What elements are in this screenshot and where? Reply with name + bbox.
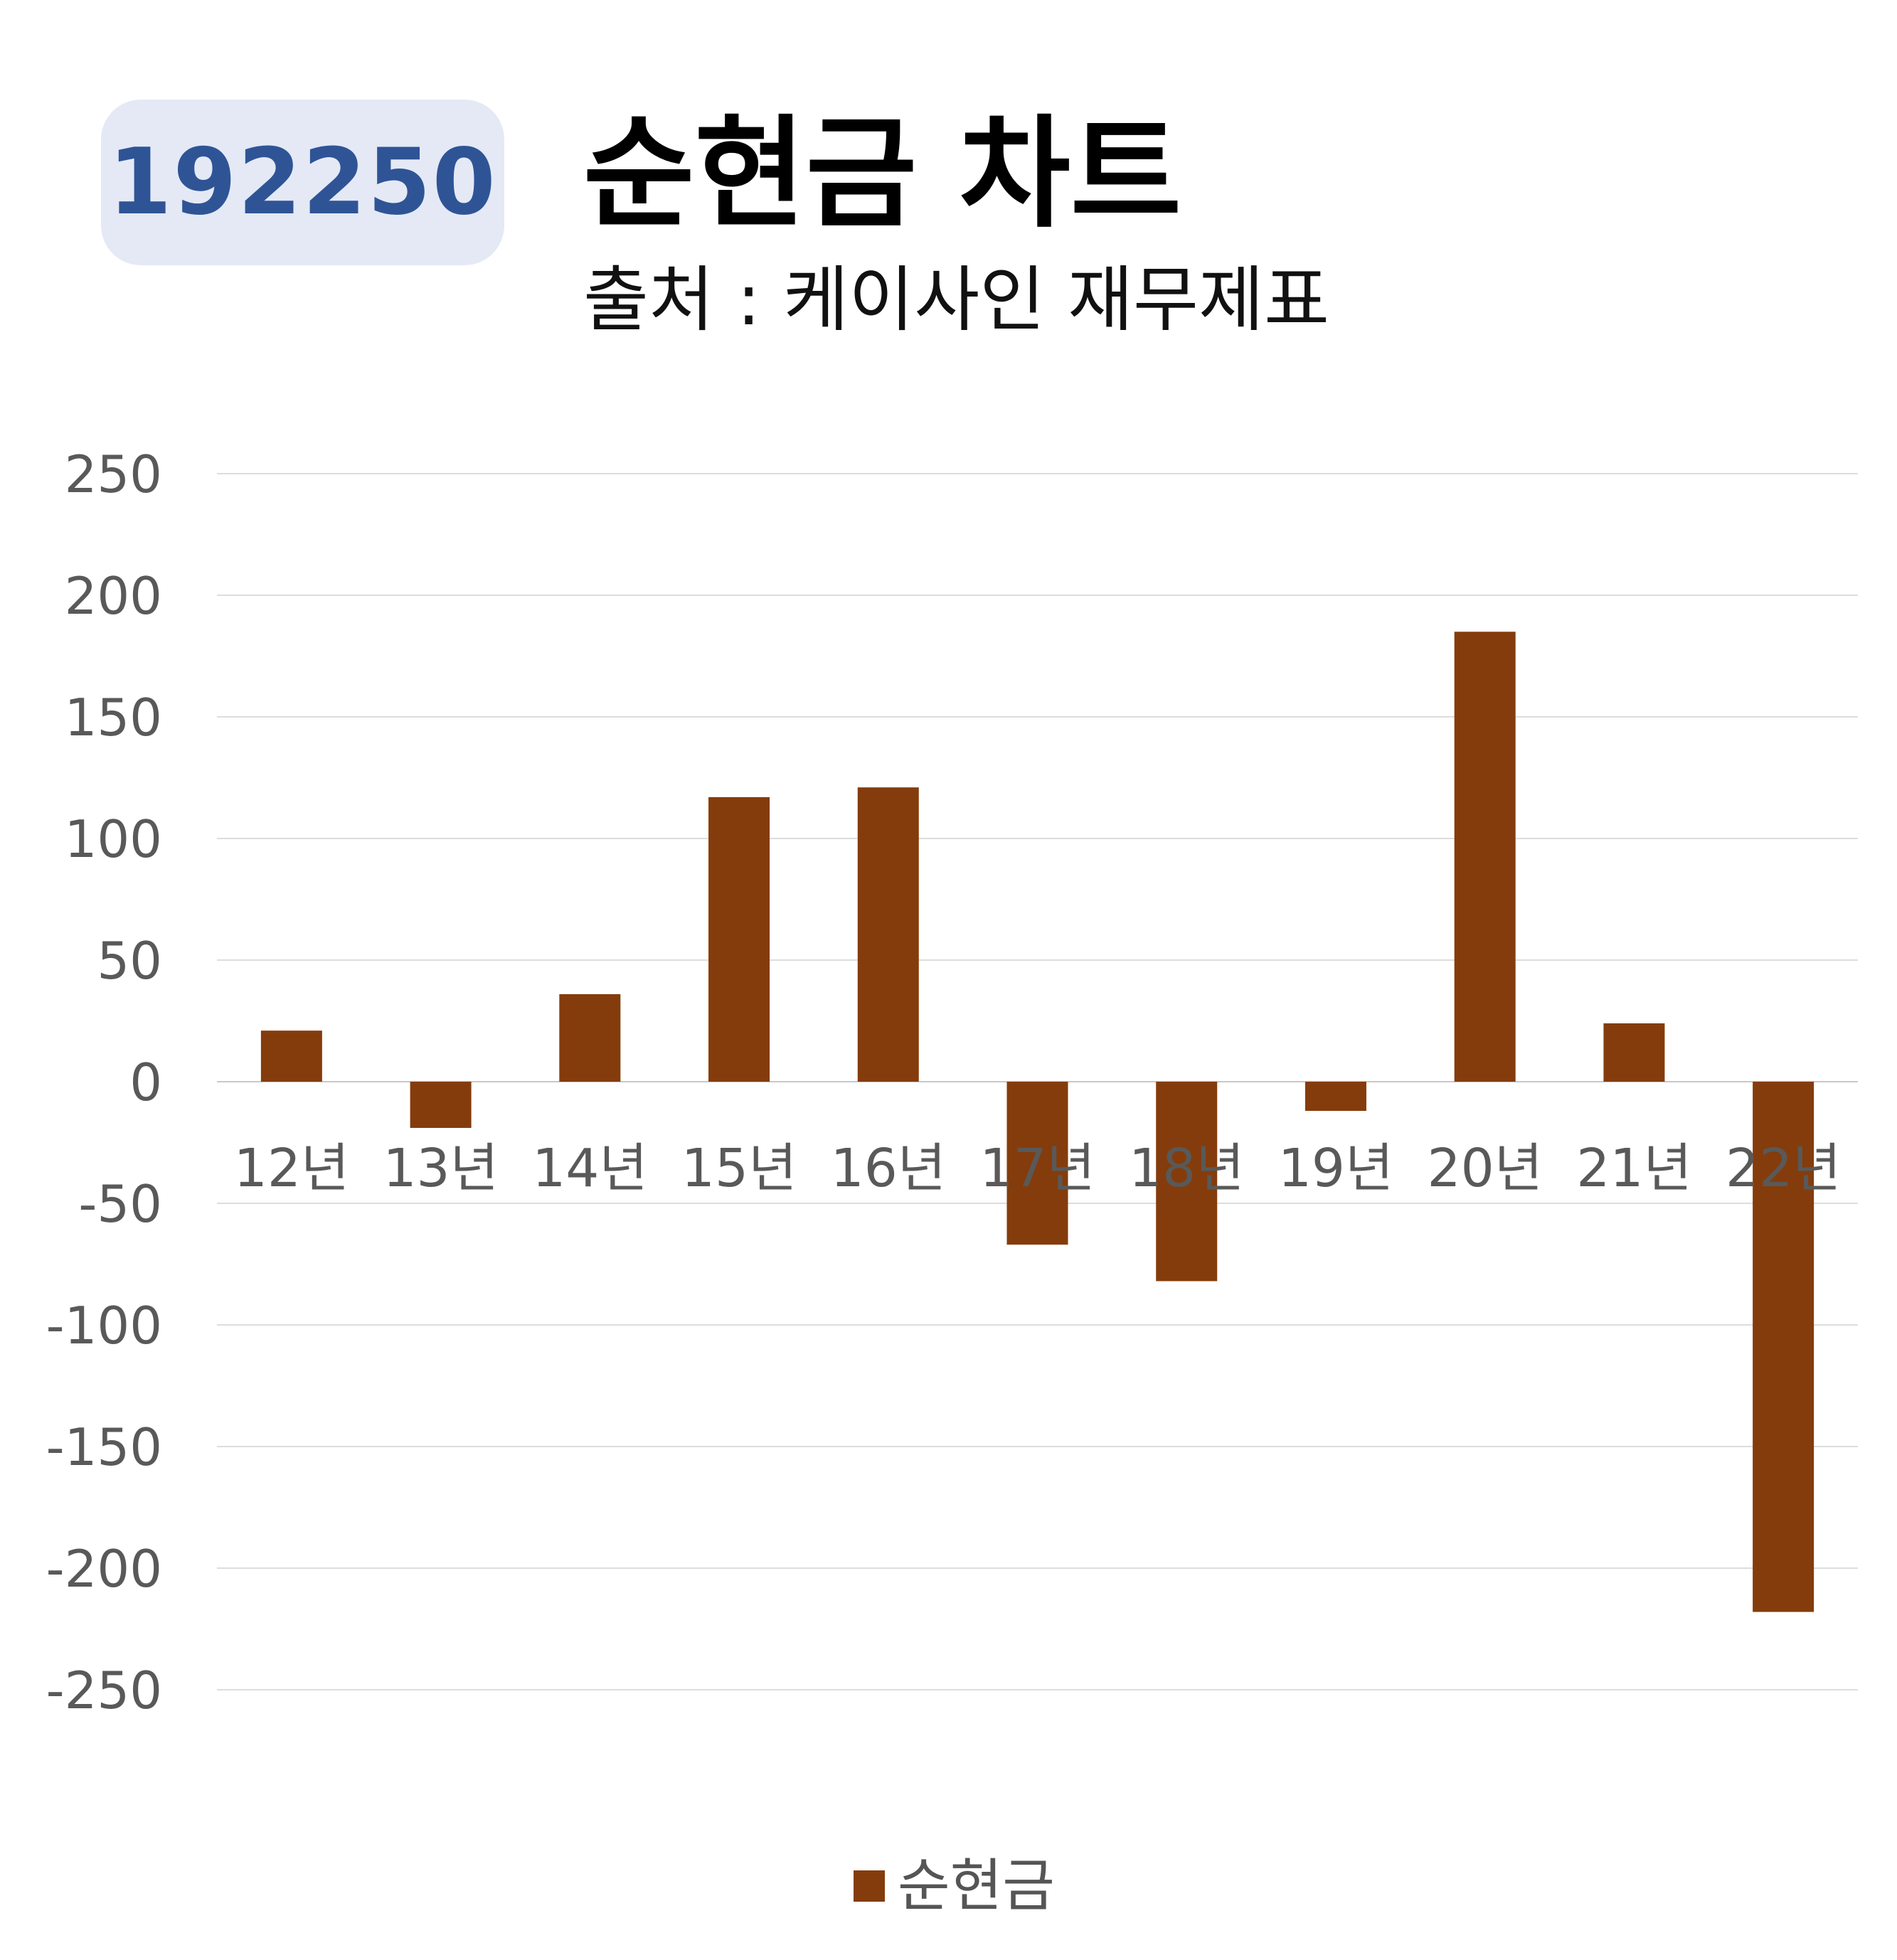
legend: 순현금: [854, 1858, 1055, 1914]
y-tick-label: -100: [46, 1296, 162, 1356]
y-tick-label: -50: [78, 1174, 162, 1234]
y-axis-ticks: 250 200 150 100 50 0 -50 -100 -150 -200 -250: [46, 444, 162, 1720]
x-tick-label: 20년: [1428, 1138, 1543, 1199]
y-tick-label: 200: [65, 566, 162, 626]
y-tick-label: -200: [46, 1539, 162, 1599]
bar: [1753, 1082, 1814, 1612]
chart-subtitle: 출처 : 케이사인 재무제표: [583, 258, 1330, 341]
x-tick-label: 21년: [1576, 1138, 1691, 1199]
x-tick-label: 22년: [1726, 1138, 1841, 1199]
legend-label: 순현금: [898, 1853, 1055, 1919]
y-tick-label: 50: [97, 931, 162, 991]
y-tick-label: -250: [46, 1661, 162, 1720]
bar: [1006, 1082, 1068, 1245]
y-tick-label: 100: [65, 809, 162, 869]
x-tick-label: 13년: [383, 1138, 498, 1199]
bar: [559, 994, 621, 1082]
bar: [1304, 1082, 1366, 1112]
y-tick-label: -150: [46, 1417, 162, 1477]
y-tick-label: 0: [129, 1053, 162, 1112]
stock-code: 192250: [108, 129, 497, 235]
bar: [857, 787, 919, 1082]
chart-title: 순현금 차트: [583, 104, 1182, 245]
x-tick-label: 14년: [532, 1138, 647, 1199]
bars: [260, 632, 1814, 1612]
bar: [410, 1082, 472, 1128]
x-tick-label: 12년: [234, 1138, 349, 1199]
stock-code-badge: 192250: [101, 100, 504, 265]
x-tick-label: 19년: [1278, 1138, 1393, 1199]
x-axis-ticks: 12년 13년 14년 15년 16년 17년 18년 19년 20년 21년 22년: [234, 1138, 1842, 1199]
x-tick-label: 16년: [831, 1138, 946, 1199]
y-tick-label: 250: [65, 444, 162, 504]
x-tick-label: 17년: [979, 1138, 1095, 1199]
bar: [260, 1030, 322, 1082]
bar: [1603, 1023, 1665, 1082]
x-tick-label: 18년: [1129, 1138, 1244, 1199]
y-tick-label: 150: [65, 688, 162, 747]
x-tick-label: 15년: [681, 1138, 797, 1199]
bar: [1454, 632, 1516, 1082]
bar: [708, 797, 770, 1082]
bar: [1156, 1082, 1218, 1282]
legend-swatch: [854, 1870, 885, 1902]
